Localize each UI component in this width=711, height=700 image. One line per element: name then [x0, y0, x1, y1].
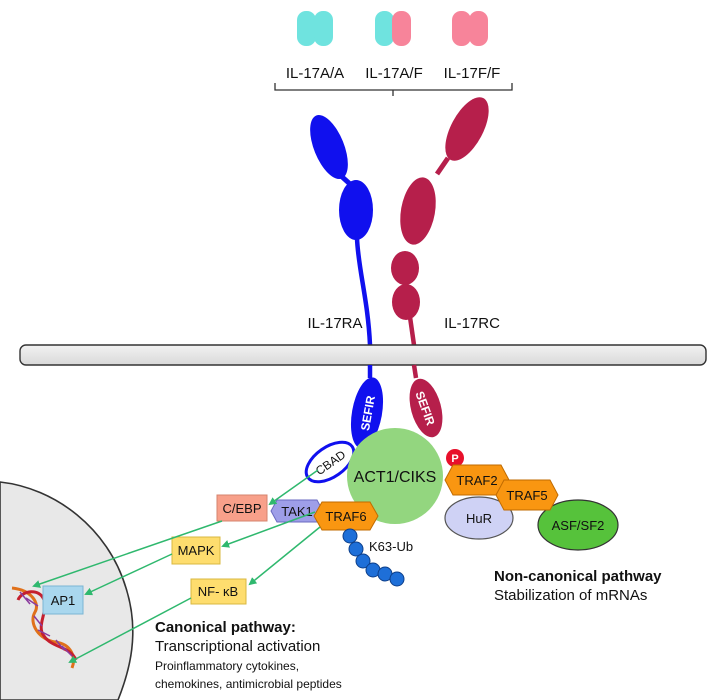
il17rc-domain-3	[391, 251, 419, 285]
asf-sf2-label: ASF/SF2	[552, 518, 605, 533]
act1-label: ACT1/CIKS	[354, 469, 437, 486]
ligand-af-label: IL-17A/F	[365, 65, 423, 82]
arrow-mapk-to-ap1	[84, 553, 173, 596]
traf6	[313, 501, 379, 531]
arrow-traf6-to-mapk	[221, 511, 316, 548]
traf6-label: TRAF6	[325, 509, 366, 524]
ligand-ff-right	[469, 11, 488, 46]
hur	[444, 496, 514, 540]
phospho-marker	[446, 449, 464, 467]
arrow-cebp-to-nucleus	[32, 520, 223, 588]
act1-ciks	[347, 428, 443, 524]
traf5-label: TRAF5	[506, 488, 547, 503]
cebp-label: C/EBP	[222, 501, 261, 516]
cbad-domain: CBAD	[304, 440, 356, 484]
ap1-box	[42, 585, 84, 615]
ligand-aa: IL-17A/A	[286, 11, 344, 82]
nfkb-box	[190, 578, 247, 605]
il17rc-domain-2	[400, 177, 436, 245]
canonical-detail-2: chemokines, antimicrobial peptides	[155, 677, 342, 691]
k63-ub-label: K63-Ub	[369, 539, 413, 554]
il17rc-receptor	[391, 97, 489, 346]
dna-helix-icon	[11, 586, 78, 669]
phospho-label: P	[451, 453, 458, 465]
ligand-aa-label: IL-17A/A	[286, 65, 344, 82]
ap1-label: AP1	[51, 593, 76, 608]
hur-label: HuR	[466, 511, 492, 526]
canonical-subtitle: Transcriptional activation	[155, 638, 320, 655]
ra-sefir-domain: SEFIR	[350, 365, 384, 449]
traf2-label: TRAF2	[456, 473, 497, 488]
traf5	[495, 479, 559, 511]
il17rc-stalk	[407, 316, 417, 346]
il17ra-stalk	[354, 237, 373, 346]
ligand-aa-left	[297, 11, 316, 46]
il17ra-label: IL-17RA	[307, 315, 362, 332]
rc-sefir-domain: SEFIR	[409, 364, 443, 438]
ligand-ff-label: IL-17F/F	[444, 65, 501, 82]
ligand-aa-right	[314, 11, 333, 46]
ligand-af-right	[392, 11, 411, 46]
ligand-ff-left	[452, 11, 471, 46]
il17ra-receptor	[310, 114, 373, 346]
il17rc-label: IL-17RC	[444, 315, 500, 332]
arrow-traf6-to-nfkb	[248, 526, 321, 586]
canonical-detail-1: Proinflammatory cytokines,	[155, 659, 299, 673]
canonical-title: Canonical pathway:	[155, 619, 296, 636]
il17rc-domain-4	[392, 284, 420, 320]
k63-ubiquitin-chain	[342, 528, 405, 587]
ligand-af-left	[375, 11, 394, 46]
mapk-label: MAPK	[178, 543, 215, 558]
il17rc-link-1	[434, 156, 451, 176]
cell-membrane	[19, 344, 707, 366]
il17ra-domain-bottom	[339, 180, 373, 240]
arrow-nfkb-to-dna	[68, 597, 192, 663]
mapk-box	[171, 536, 221, 565]
noncanonical-subtitle: Stabilization of mRNAs	[494, 587, 647, 604]
cebp-box	[216, 494, 268, 522]
ligand-bracket	[274, 83, 513, 96]
il17ra-link	[338, 173, 352, 186]
tak1-label: TAK1	[281, 504, 313, 519]
asf-sf2	[537, 499, 619, 551]
signal-arrows	[32, 469, 321, 663]
ra-sefir-label: SEFIR	[358, 394, 378, 432]
ligand-af: IL-17A/F	[365, 11, 423, 82]
nfkb-label: NF- κB	[198, 584, 238, 599]
arrow-cbad-to-cebp	[268, 469, 319, 506]
ligand-ff: IL-17F/F	[444, 11, 501, 82]
il17rc-domain-1	[445, 97, 489, 161]
noncanonical-title: Non-canonical pathway	[494, 568, 662, 585]
il17ra-domain-top	[310, 114, 348, 180]
